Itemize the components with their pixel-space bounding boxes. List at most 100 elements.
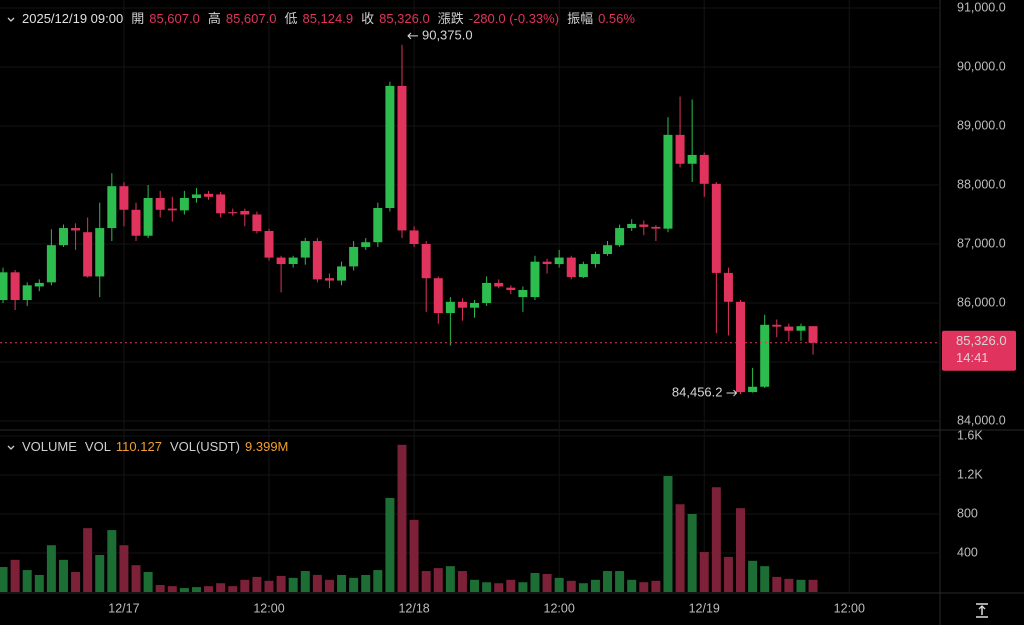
volume-bar [324,579,334,592]
candle-body [760,324,770,387]
volume-bar [83,528,93,592]
volume-bar [711,487,721,592]
volume-bar [675,504,685,592]
header-text: -280.0 (-0.33%) [469,11,559,26]
candle-body [663,134,673,229]
candle-body [143,197,153,236]
volume-bar [808,579,818,592]
volume-bar [107,530,117,592]
volume-header: VOLUME VOL 110.127 VOL(USDT) 9.399M [22,439,288,454]
scale-icon[interactable] [976,603,988,618]
volume-bar [349,577,359,592]
candle-body [421,243,431,279]
candle-body [264,231,274,258]
candle-body [397,85,407,231]
volume-bar [494,583,504,592]
candle-body [711,183,721,273]
candle-body [324,278,334,281]
candle-body [288,257,298,265]
candle-body [736,301,746,393]
volume-bar [578,583,588,592]
volume-bar [373,570,383,592]
candle-body [58,228,68,246]
low-label: 84,456.2 [672,384,723,399]
last-price-label: 85,326.0 [956,333,1007,348]
volume-bar [736,508,746,592]
annotation-arrow [407,32,418,40]
candle-body [723,272,733,302]
volume-bar [58,559,68,592]
y-tick-label: 90,000.0 [957,59,1006,73]
volume-bar [167,586,177,592]
volume-bar [409,519,419,592]
volume-bar [264,580,274,592]
y-tick-label: 87,000.0 [957,236,1006,250]
candle-body [191,194,201,198]
volume-bar [566,580,576,592]
last-price-tag [942,330,1016,371]
candle-body [542,261,552,265]
volume-bar [288,577,298,592]
volume-tick-label: 1.2K [957,467,983,481]
candle-body [506,287,516,291]
volume-bar [300,571,310,592]
candle-body [300,241,310,258]
volume-bar [687,514,697,592]
candle-body [445,301,455,314]
volume-bar [252,576,262,592]
collapse-icon[interactable] [7,445,15,450]
volume-bar [71,572,81,592]
header-text: 開 [131,11,144,26]
volume-bar [228,586,238,592]
header-text: VOLUME [22,439,77,454]
volume-bar [699,552,709,592]
candle-body [409,230,419,244]
volume-bar [470,579,480,592]
collapse-icon[interactable] [7,17,15,22]
candle-body [83,232,93,277]
header-text: 85,124.9 [302,11,353,26]
volume-bar [639,582,649,592]
candle-body [204,193,214,197]
candle-body [687,154,697,164]
candle-body [808,326,818,343]
volume-bar [530,572,540,592]
candle-body [385,85,395,209]
volume-tick-label: 800 [957,506,978,520]
candle-body [433,278,443,314]
candle-body [337,266,347,281]
candle-body [167,208,177,211]
candle-body [228,212,238,214]
candle-body [71,228,81,231]
volume-bar [191,587,201,592]
x-tick-label: 12:00 [834,601,865,615]
header-text: 低 [284,11,297,26]
candle-body [349,246,359,267]
candle-body [107,186,117,229]
ohlc-header: 2025/12/19 09:00 開 85,607.0 高 85,607.0 低 85,12… [22,11,635,26]
header-text: 振幅 [567,11,593,26]
volume-bar [131,565,141,592]
candle-body [179,197,189,211]
volume-bar [457,571,467,592]
annotation-arrow [726,389,738,397]
volume-bar [723,556,733,592]
x-tick-label: 12:00 [544,601,575,615]
header-text: 110.127 [116,439,162,454]
candle-body [603,245,613,255]
volume-bar [518,582,528,592]
volume-bar [760,566,770,592]
volume-bar [276,575,286,592]
volume-bar [482,582,492,592]
volume-tick-label: 1.6K [957,428,983,442]
header-text: 0.56% [598,11,635,26]
volume-bar [312,574,322,592]
header-text: VOL [85,439,111,454]
candle-body [748,386,758,393]
countdown-label: 14:41 [956,350,989,365]
candle-body [627,223,637,229]
candle-body [494,282,504,287]
candle-body [675,134,685,164]
candle-body [216,194,226,214]
